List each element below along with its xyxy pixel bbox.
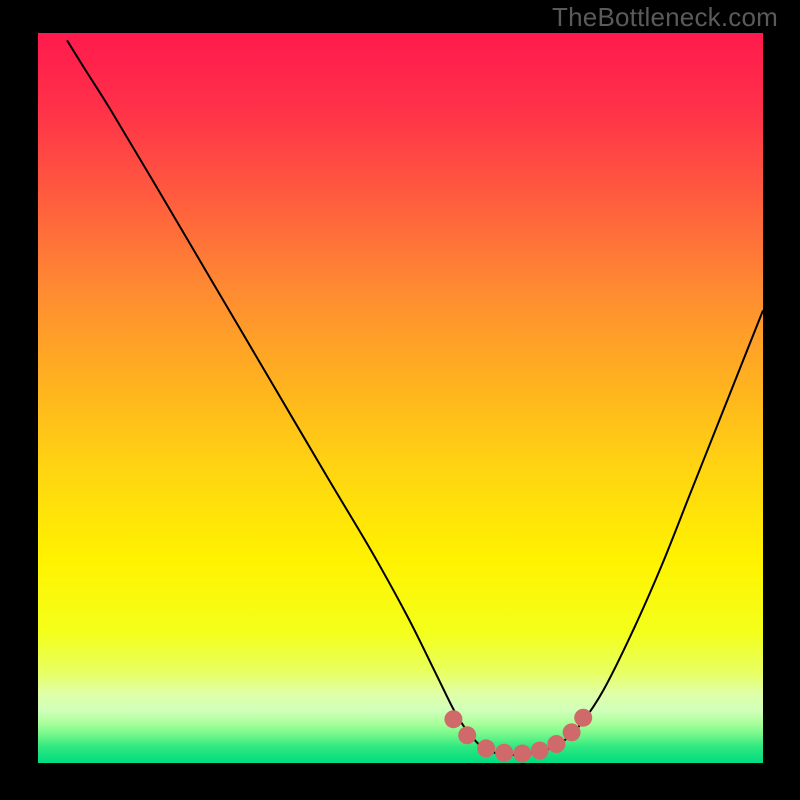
plot-svg	[38, 33, 763, 763]
curve-marker	[563, 723, 581, 741]
curve-marker	[574, 709, 592, 727]
plot-area	[38, 33, 763, 763]
curve-marker	[458, 726, 476, 744]
curve-marker	[495, 744, 513, 762]
curve-marker	[547, 735, 565, 753]
curve-marker	[513, 745, 531, 763]
curve-marker	[531, 742, 549, 760]
watermark-text: TheBottleneck.com	[552, 2, 778, 33]
chart-container: TheBottleneck.com	[0, 0, 800, 800]
gradient-background	[38, 33, 763, 763]
curve-marker	[444, 710, 462, 728]
curve-marker	[477, 739, 495, 757]
